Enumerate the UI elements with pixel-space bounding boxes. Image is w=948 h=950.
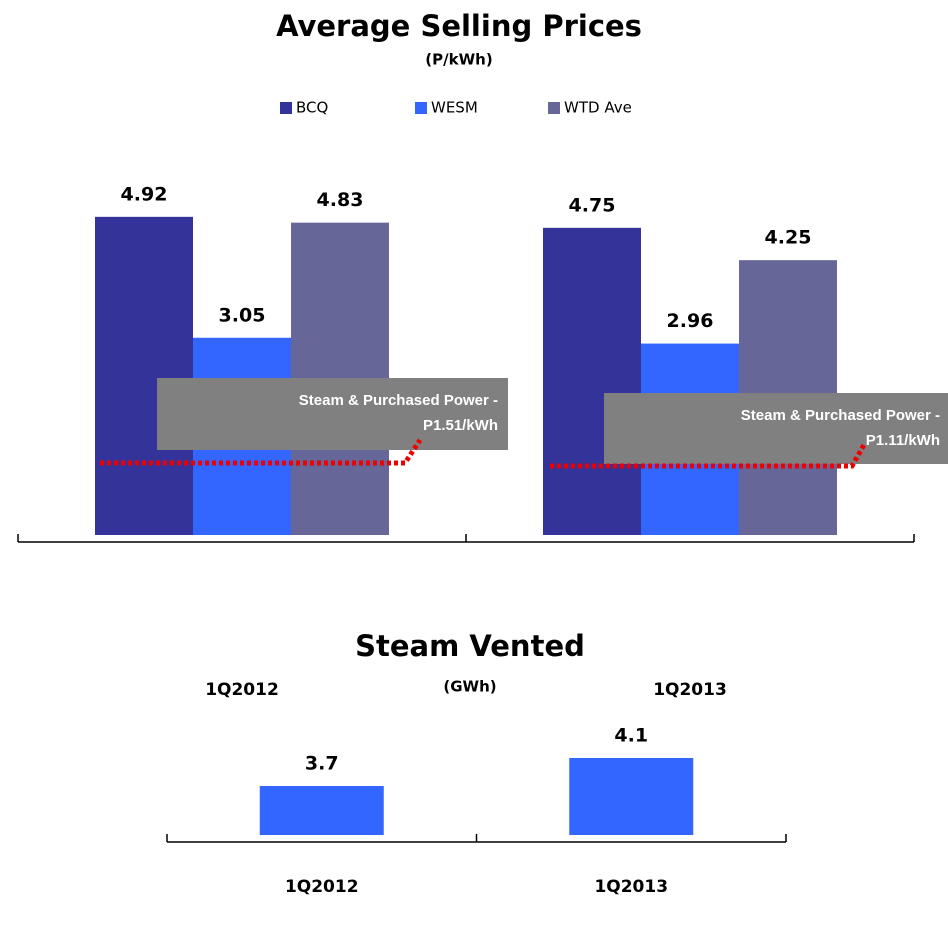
x-tick-label: 1Q2013	[653, 680, 727, 700]
value-label: 4.75	[569, 194, 616, 216]
annotation-text: Steam & Purchased Power -	[299, 392, 498, 409]
annotation-text: P1.11/kWh	[866, 432, 940, 449]
chart-title: Steam Vented	[355, 629, 585, 663]
value-label: 4.25	[765, 227, 812, 249]
value-label: 3.7	[305, 753, 339, 775]
x-tick-label: 1Q2012	[285, 877, 359, 897]
value-label: 4.1	[614, 725, 648, 747]
value-label: 3.05	[219, 304, 266, 326]
bar	[543, 227, 641, 536]
bar	[569, 758, 694, 835]
annotation-box	[157, 378, 508, 450]
legend-label: BCQ	[296, 99, 328, 117]
annotation-box	[604, 393, 948, 464]
value-label: 2.96	[667, 310, 714, 332]
charts: 1Q2012 4.92 3.05 4.83 1Q2013 4.75 2.96 4.25 BCQ W…	[17, 99, 915, 897]
legend-label: WTD Ave	[564, 99, 632, 117]
bar	[95, 216, 193, 535]
dotted-line	[550, 441, 868, 469]
chart-subtitle: (P/kWh)	[425, 51, 492, 69]
dotted-line	[100, 438, 423, 466]
legend-swatch	[280, 102, 292, 114]
legend-swatch	[415, 102, 427, 114]
chart-title: Average Selling Prices	[276, 9, 642, 43]
value-label: 4.92	[121, 183, 168, 205]
bar	[259, 786, 384, 835]
annotations: Steam & Purchased Power - P1.51/kWh Stea…	[100, 378, 948, 469]
legend-label: WESM	[431, 99, 478, 117]
value-label: 4.83	[317, 189, 364, 211]
legend-swatch	[548, 102, 560, 114]
x-tick-label: 1Q2012	[205, 680, 279, 700]
annotation-text: P1.51/kWh	[423, 417, 498, 434]
chart-subtitle: (GWh)	[443, 678, 496, 696]
annotation-text: Steam & Purchased Power -	[741, 407, 940, 424]
x-tick-label: 1Q2013	[594, 877, 668, 897]
